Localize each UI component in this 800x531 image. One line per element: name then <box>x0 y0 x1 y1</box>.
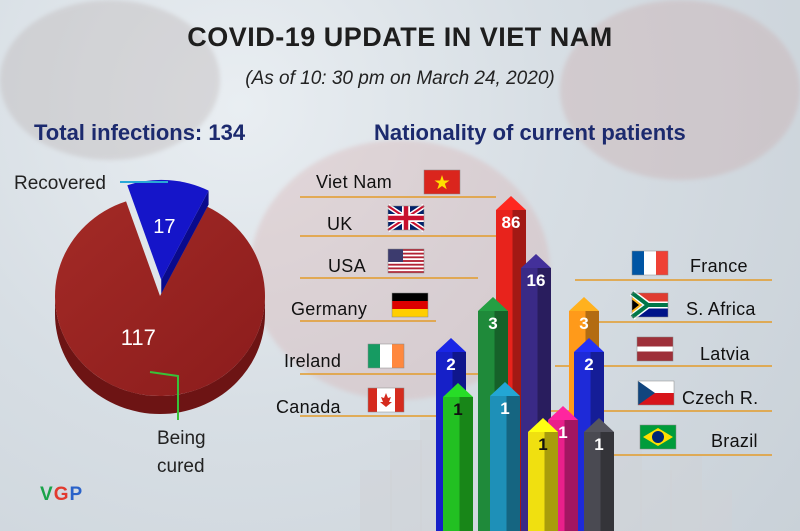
legend-being-cured-line2: cured <box>157 456 205 477</box>
bar-cap <box>478 297 508 311</box>
country-label: UK <box>327 214 353 234</box>
bar-value-label: 16 <box>527 271 546 290</box>
bar-value-label: 1 <box>453 400 462 419</box>
country-label: USA <box>328 256 366 276</box>
background-bar <box>640 470 672 531</box>
bar-cap <box>548 406 578 420</box>
pie-slice-recovered-side <box>161 190 209 294</box>
france-flag-icon <box>631 250 669 276</box>
legend-being-cured-line1: Being <box>157 428 206 449</box>
brazil-flag-icon <box>639 424 677 450</box>
bar-value-label: 1 <box>500 399 509 418</box>
page-title: COVID-19 UPDATE IN VIET NAM <box>187 22 613 52</box>
bar-czech-r: 1 <box>528 418 558 531</box>
pie-side-wall <box>55 296 265 414</box>
bar-value-label: 1 <box>594 435 603 454</box>
bar-value-label: 86 <box>502 213 521 232</box>
country-label: Viet Nam <box>316 172 392 192</box>
bar-cap <box>436 338 466 352</box>
canada-flag-icon <box>367 387 405 413</box>
country-label: Brazil <box>711 431 758 451</box>
bar-value-label: 2 <box>584 355 593 374</box>
bar-shade <box>459 397 473 531</box>
background-bar <box>360 470 392 531</box>
bar-cap <box>574 338 604 352</box>
country-label: Czech R. <box>682 388 758 408</box>
bar-shade <box>544 432 558 531</box>
pie-chart: 17 117 Recovered Being cured <box>14 173 266 477</box>
background-bar <box>670 455 702 531</box>
bar-value-label: 1 <box>538 435 547 454</box>
bar-cap <box>496 196 526 210</box>
czech-flag-icon <box>637 380 675 406</box>
vietnam-flag-icon <box>423 169 461 195</box>
bar-shade <box>564 420 578 531</box>
bar-value-label: 1 <box>558 423 567 442</box>
bar-canada: 1 <box>443 383 473 531</box>
legend-recovered: Recovered <box>14 173 106 194</box>
country-label: Latvia <box>700 344 751 364</box>
country-label: Canada <box>276 397 342 417</box>
bar-value-label: 2 <box>446 355 455 374</box>
pie-slice-label: 117 <box>121 325 156 350</box>
background-bar <box>700 490 732 531</box>
country-label: S. Africa <box>686 299 756 319</box>
country-label: France <box>690 256 748 276</box>
pie-slice-recovered <box>127 179 209 280</box>
bar-value-label: 3 <box>488 314 497 333</box>
latvia-flag-icon <box>636 336 674 362</box>
total-infections-heading: Total infections: 134 <box>34 120 246 145</box>
nationality-heading: Nationality of current patients <box>374 120 686 145</box>
pie-slice-being-cured <box>55 201 266 396</box>
background-bar <box>390 440 422 531</box>
vgp-logo: VGP <box>40 484 84 505</box>
usa-flag-icon <box>387 248 425 274</box>
bar-cap <box>528 418 558 432</box>
bar-ireland: 1 <box>490 382 520 531</box>
ireland-flag-icon <box>367 343 405 369</box>
country-labels: Viet Nam UK USA Germany Ireland Canada France S… <box>276 169 758 451</box>
bar-brazil: 1 <box>584 418 614 531</box>
bar-value-label: 3 <box>579 314 588 333</box>
bar-cap <box>521 254 551 268</box>
background-bar <box>610 430 642 531</box>
country-label: Germany <box>291 299 367 319</box>
pie-slice-label: 17 <box>153 216 175 238</box>
being-cured-leader-line <box>149 371 179 420</box>
virus-bg-shape <box>560 0 800 180</box>
uk-flag-icon <box>386 203 426 233</box>
bar-cap <box>569 297 599 311</box>
country-label: Ireland <box>284 351 341 371</box>
bar-cap <box>490 382 520 396</box>
virus-bg-shape <box>0 0 220 160</box>
south-africa-flag-icon <box>629 290 669 320</box>
germany-flag-icon <box>391 292 429 318</box>
page-subtitle: (As of 10: 30 pm on March 24, 2020) <box>245 68 555 89</box>
bar-shade <box>600 432 614 531</box>
bar-cap <box>584 418 614 432</box>
bar-cap <box>443 383 473 397</box>
bar-shade <box>506 396 520 531</box>
